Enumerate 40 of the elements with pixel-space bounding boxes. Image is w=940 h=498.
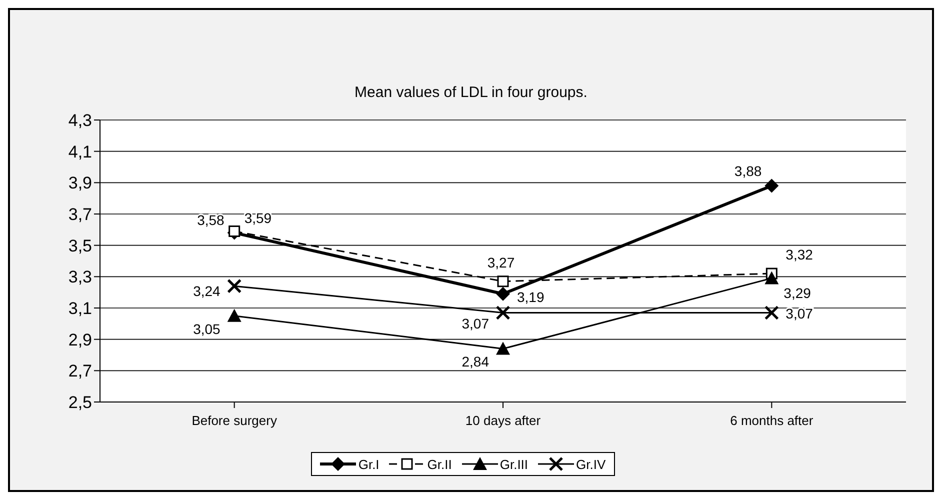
x-tick-label: 10 days after — [465, 413, 542, 428]
chart-title: Mean values of LDL in four groups. — [354, 84, 588, 101]
point — [764, 305, 779, 320]
y-tick-label: 3,3 — [68, 268, 92, 287]
legend-label: Gr.IV — [576, 456, 606, 472]
legend-label: Gr.I — [358, 456, 380, 472]
data-label: 3,07 — [462, 316, 490, 332]
legend-label: Gr.III — [500, 456, 528, 472]
y-tick-label: 2,7 — [68, 362, 92, 381]
y-tick-label: 4,3 — [68, 111, 92, 130]
point — [228, 225, 240, 237]
data-label: 3,24 — [193, 283, 221, 300]
data-label: 3,07 — [786, 306, 814, 322]
y-tick-label: 2,9 — [68, 330, 92, 350]
data-label: 2,84 — [462, 354, 490, 370]
y-tick-label: 3,9 — [68, 174, 92, 193]
data-label: 3,05 — [193, 320, 221, 337]
data-label: 3,58 — [197, 212, 225, 228]
point — [496, 286, 510, 301]
point — [227, 308, 242, 322]
data-label: 3,19 — [517, 288, 544, 305]
x-tick-label: Before surgery — [192, 413, 278, 428]
y-tick-label: 3,5 — [68, 236, 92, 256]
data-label: 3,32 — [786, 246, 814, 263]
point — [496, 305, 510, 320]
data-label: 3,88 — [734, 162, 762, 179]
legend-label: Gr.II — [427, 456, 452, 472]
data-label: 3,29 — [784, 285, 812, 302]
point — [497, 276, 509, 288]
y-tick-label: 3,7 — [68, 205, 92, 224]
y-tick-label: 3,1 — [68, 299, 92, 318]
point — [227, 278, 242, 294]
data-label: 3,59 — [244, 210, 272, 226]
data-label: 3,27 — [487, 254, 515, 270]
point — [496, 342, 510, 355]
x-tick-label: 6 months after — [730, 413, 814, 428]
point — [764, 178, 779, 193]
point — [764, 271, 779, 284]
y-tick-label: 4,1 — [68, 142, 92, 162]
y-tick-label: 2,5 — [68, 393, 92, 412]
